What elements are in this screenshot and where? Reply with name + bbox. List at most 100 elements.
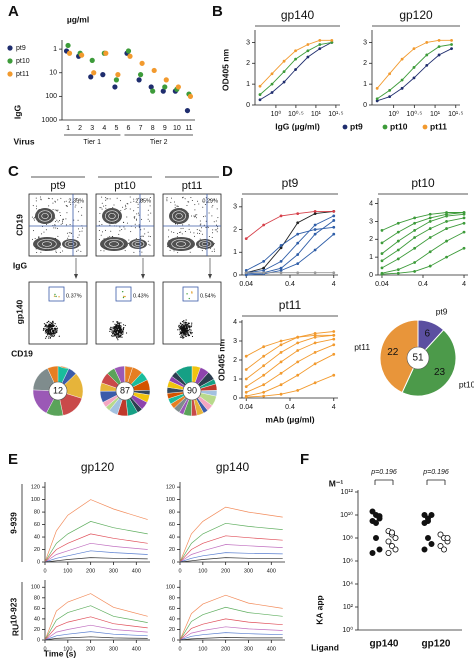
event <box>197 232 199 234</box>
event <box>213 250 215 252</box>
contour <box>37 210 53 222</box>
point <box>396 268 400 272</box>
point <box>244 269 248 272</box>
y-tick-label: 0 <box>363 102 367 109</box>
event <box>81 214 83 216</box>
x-tick-label: 100 <box>198 568 207 574</box>
point <box>148 84 154 90</box>
event <box>46 328 49 330</box>
event <box>181 197 183 199</box>
series-line <box>179 522 283 563</box>
event <box>110 230 112 232</box>
event <box>217 227 219 229</box>
x-tick-label: 9 <box>163 125 167 132</box>
column-label: pt9 <box>50 180 65 192</box>
y-tick-label: 2 <box>246 60 250 67</box>
event <box>78 211 80 213</box>
event <box>55 250 57 252</box>
event <box>187 201 189 203</box>
event <box>120 335 122 337</box>
point <box>262 266 266 270</box>
event <box>53 333 55 335</box>
legend-label: pt10 <box>390 121 408 131</box>
event <box>120 322 122 324</box>
event <box>54 209 56 211</box>
event <box>210 201 212 203</box>
row-label: 9-939 <box>8 512 18 534</box>
event <box>179 333 181 335</box>
unit-label: M⁻¹ <box>329 478 344 488</box>
event <box>47 197 49 199</box>
event <box>137 207 139 209</box>
event <box>49 334 52 336</box>
event <box>178 326 180 328</box>
point <box>296 335 300 339</box>
event <box>62 218 64 220</box>
event <box>54 200 56 202</box>
event <box>211 250 213 252</box>
point <box>388 72 392 76</box>
event <box>183 326 185 328</box>
point <box>413 236 417 239</box>
event <box>113 333 115 335</box>
event <box>184 327 186 329</box>
event <box>49 328 51 330</box>
event <box>188 325 190 327</box>
y-tick-label: 120 <box>31 485 40 491</box>
event <box>110 326 112 328</box>
event <box>140 229 142 231</box>
event <box>109 224 111 226</box>
event <box>186 323 189 325</box>
event <box>111 330 114 332</box>
contour <box>33 237 61 251</box>
x-tick-label: gp140 <box>370 639 399 650</box>
event <box>43 231 45 233</box>
slice-label: pt11 <box>354 342 370 352</box>
pie-total: 51 <box>412 353 424 364</box>
legend-label: pt10 <box>16 58 30 65</box>
contour <box>108 241 120 247</box>
event <box>138 226 140 228</box>
event <box>180 323 183 325</box>
event <box>35 208 37 210</box>
event <box>186 325 188 327</box>
point <box>163 77 169 83</box>
event <box>120 336 122 338</box>
point <box>91 70 97 76</box>
event <box>111 334 113 337</box>
event <box>186 205 188 207</box>
event <box>182 329 184 331</box>
x-axis-label: IgG <box>13 260 28 270</box>
y-tick-label: 3 <box>369 218 373 225</box>
event <box>48 328 50 330</box>
event <box>125 208 127 210</box>
event <box>201 227 203 229</box>
event <box>195 217 197 219</box>
event <box>181 336 183 339</box>
event <box>45 331 48 334</box>
event <box>33 218 35 220</box>
event <box>125 206 127 208</box>
slice-value: 23 <box>434 367 446 378</box>
slice-value: 22 <box>387 347 399 358</box>
event <box>168 229 170 231</box>
event <box>52 322 54 324</box>
point <box>445 214 448 218</box>
point <box>296 341 300 345</box>
point <box>332 337 336 341</box>
event <box>205 227 207 229</box>
event <box>181 233 183 235</box>
y-tick-label: 2 <box>369 236 373 243</box>
y-tick-label: 20 <box>34 547 40 553</box>
series-line <box>44 593 148 641</box>
gate-percent: 0.37% <box>66 293 82 299</box>
point <box>445 227 448 230</box>
event <box>112 327 114 329</box>
series-line <box>44 616 148 641</box>
point <box>282 70 286 74</box>
event <box>57 235 59 237</box>
event <box>193 232 195 234</box>
point <box>380 259 384 263</box>
pie-center <box>48 381 68 401</box>
event <box>54 293 56 296</box>
